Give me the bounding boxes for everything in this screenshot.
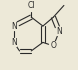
Text: N: N — [56, 27, 62, 36]
Text: N: N — [11, 38, 17, 47]
Text: O: O — [50, 41, 56, 50]
Text: N: N — [11, 22, 17, 31]
Text: Cl: Cl — [27, 1, 35, 10]
Text: Cl: Cl — [27, 1, 35, 10]
